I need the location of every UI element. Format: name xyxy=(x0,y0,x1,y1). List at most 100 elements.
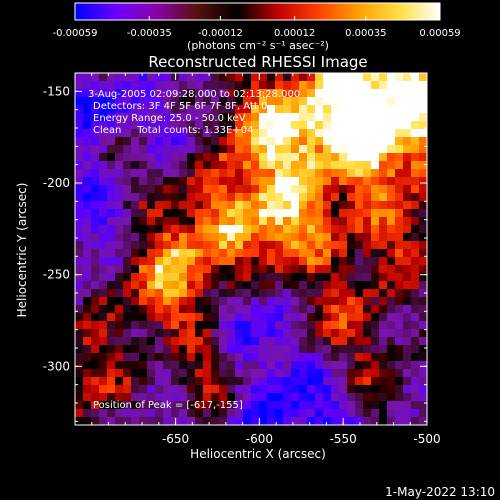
heatmap-cell xyxy=(251,345,260,354)
heatmap-cell xyxy=(147,377,156,386)
heatmap-cell xyxy=(115,153,124,162)
heatmap-cell xyxy=(91,193,100,202)
heatmap-cell xyxy=(339,233,348,242)
heatmap-cell xyxy=(371,225,380,234)
heatmap-cell xyxy=(411,377,420,386)
heatmap-cell xyxy=(243,89,252,98)
heatmap-cell xyxy=(259,305,268,314)
heatmap-cell xyxy=(339,169,348,178)
y-tick-label: -250 xyxy=(43,268,70,282)
heatmap-cell xyxy=(363,265,372,274)
colorbar-tick-label: 0.00035 xyxy=(345,28,386,39)
heatmap-cell xyxy=(339,321,348,330)
heatmap-cell xyxy=(299,233,308,242)
heatmap-cell xyxy=(379,97,388,106)
heatmap-cell xyxy=(99,217,108,226)
heatmap-cell xyxy=(107,233,116,242)
heatmap-cell xyxy=(243,113,252,122)
heatmap-cell xyxy=(411,129,420,138)
heatmap-cell xyxy=(323,281,332,290)
heatmap-cell xyxy=(115,145,124,154)
heatmap-cell xyxy=(363,113,372,122)
heatmap-cell xyxy=(99,97,108,106)
heatmap-cell xyxy=(387,265,396,274)
heatmap-cell xyxy=(275,385,284,394)
heatmap-cell xyxy=(363,169,372,178)
heatmap-cell xyxy=(419,233,427,242)
heatmap-cell xyxy=(403,97,412,106)
heatmap-cell xyxy=(75,137,84,146)
heatmap-cell xyxy=(75,161,84,170)
heatmap-cell xyxy=(275,225,284,234)
heatmap-cell xyxy=(267,345,276,354)
heatmap-cell xyxy=(227,297,236,306)
heatmap-cell xyxy=(211,161,220,170)
heatmap-cell xyxy=(323,73,332,82)
heatmap-cell xyxy=(235,393,244,402)
heatmap-cell xyxy=(355,393,364,402)
heatmap-cell xyxy=(355,161,364,170)
heatmap-cell xyxy=(371,369,380,378)
heatmap-cell xyxy=(251,337,260,346)
heatmap-cell xyxy=(91,393,100,402)
heatmap-cell xyxy=(187,265,196,274)
heatmap-cell xyxy=(395,233,404,242)
heatmap-cell xyxy=(203,409,212,418)
heatmap-cell xyxy=(267,185,276,194)
heatmap-cell xyxy=(107,105,116,114)
heatmap-cell xyxy=(251,401,260,410)
heatmap-cell xyxy=(267,129,276,138)
heatmap-cell xyxy=(323,145,332,154)
heatmap-cell xyxy=(147,265,156,274)
heatmap-cell xyxy=(307,209,316,218)
heatmap-cell xyxy=(283,193,292,202)
heatmap-cell xyxy=(147,401,156,410)
heatmap-cell xyxy=(315,177,324,186)
heatmap-cell xyxy=(107,153,116,162)
heatmap-cell xyxy=(83,377,92,386)
heatmap-cell xyxy=(387,161,396,170)
heatmap-cell xyxy=(315,369,324,378)
heatmap-cell xyxy=(195,233,204,242)
heatmap-cell xyxy=(339,209,348,218)
heatmap-cell xyxy=(219,129,228,138)
heatmap-cell xyxy=(99,321,108,330)
heatmap-cell xyxy=(99,417,108,425)
heatmap-cell xyxy=(251,409,260,418)
heatmap-cell xyxy=(315,161,324,170)
heatmap-cell xyxy=(179,289,188,298)
heatmap-cell xyxy=(123,393,132,402)
heatmap-cell xyxy=(267,329,276,338)
heatmap-cell xyxy=(75,121,84,130)
heatmap-cell xyxy=(379,153,388,162)
heatmap-cell xyxy=(139,353,148,362)
heatmap-cell xyxy=(195,417,204,425)
heatmap-cell xyxy=(371,273,380,282)
heatmap-cell xyxy=(155,105,164,114)
heatmap-cell xyxy=(75,305,84,314)
heatmap-cell xyxy=(203,313,212,322)
heatmap-cell xyxy=(171,201,180,210)
heatmap-cell xyxy=(147,201,156,210)
heatmap-cell xyxy=(91,329,100,338)
heatmap-cell xyxy=(163,129,172,138)
heatmap-cell xyxy=(107,273,116,282)
heatmap-cell xyxy=(211,137,220,146)
heatmap-cell xyxy=(203,417,212,425)
heatmap-cell xyxy=(403,337,412,346)
heatmap-cell xyxy=(211,225,220,234)
heatmap-cell xyxy=(131,417,140,425)
heatmap-cell xyxy=(419,73,427,82)
heatmap-cell xyxy=(211,233,220,242)
heatmap-cell xyxy=(387,377,396,386)
heatmap-cell xyxy=(227,225,236,234)
heatmap-cell xyxy=(315,313,324,322)
heatmap-cell xyxy=(395,297,404,306)
heatmap-cell xyxy=(163,361,172,370)
heatmap-cell xyxy=(347,193,356,202)
heatmap-cell xyxy=(267,369,276,378)
heatmap-cell xyxy=(267,401,276,410)
heatmap-cell xyxy=(75,337,84,346)
heatmap-cell xyxy=(307,265,316,274)
